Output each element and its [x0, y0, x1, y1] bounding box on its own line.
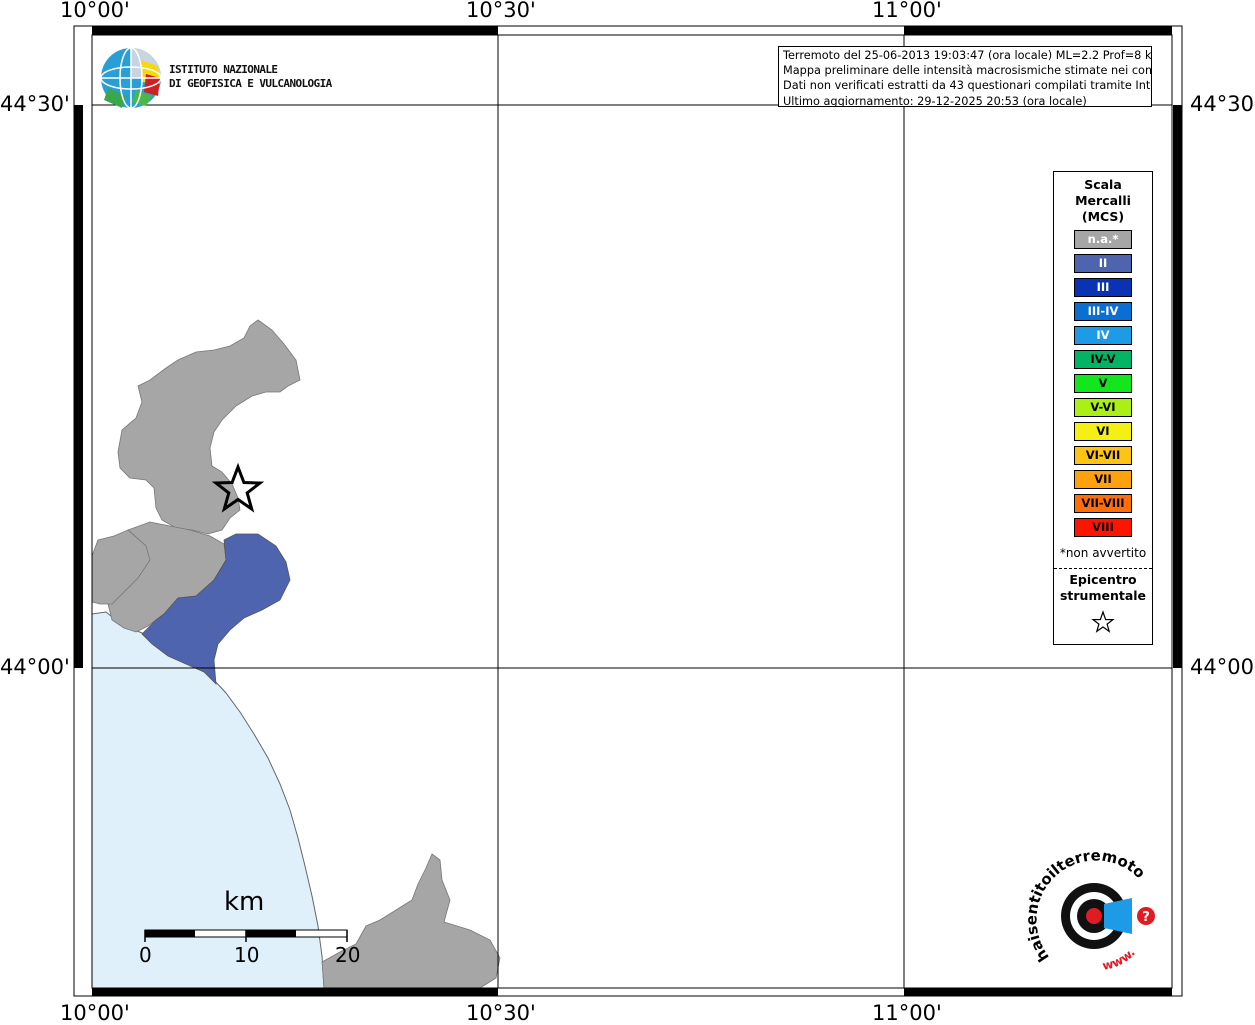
legend-star-icon — [1091, 610, 1115, 633]
epicenter-star-icon — [211, 462, 265, 513]
legend-item: VI — [1074, 422, 1132, 441]
top-label-10-30: 10°30' — [466, 0, 536, 22]
legend-item: IV-V — [1074, 350, 1132, 369]
legend-item: VI-VII — [1074, 446, 1132, 465]
municipality-south — [321, 853, 501, 989]
legend-item: n.a.* — [1074, 230, 1132, 249]
bottom-label-11-00: 11°00' — [872, 1001, 942, 1025]
legend-epicenter-line2: strumentale — [1059, 588, 1147, 603]
legend-item: VII-VIII — [1074, 494, 1132, 513]
earthquake-info-box: Terremoto del 25-06-2013 19:03:47 (ora l… — [778, 46, 1152, 107]
legend-item: IV — [1074, 326, 1132, 345]
ingv-logo-text: ISTITUTO NAZIONALE DI GEOFISICA E VULCAN… — [169, 63, 332, 91]
scale-unit: km — [224, 887, 265, 917]
ingv-logo-line1: ISTITUTO NAZIONALE — [169, 63, 278, 76]
municipality-north — [117, 319, 301, 535]
legend-item: VIII — [1074, 518, 1132, 537]
scale-tick-10: 10 — [234, 943, 260, 967]
legend-title-line2: Mercalli — [1075, 193, 1131, 208]
left-label-44-30: 44°30' — [0, 92, 70, 116]
info-line-map-desc: Mappa preliminare delle intensità macros… — [783, 64, 1152, 78]
info-line-event: Terremoto del 25-06-2013 19:03:47 (ora l… — [783, 49, 1152, 62]
legend-divider — [1054, 568, 1152, 569]
mcs-legend: Scala Mercalli (MCS) n.a.* II III III-IV IV I… — [1053, 171, 1153, 645]
scale-tick-0: 0 — [139, 943, 152, 967]
legend-item: V — [1074, 374, 1132, 393]
svg-text:?: ? — [1142, 910, 1150, 925]
top-label-11-00: 11°00' — [872, 0, 942, 22]
legend-epicenter-label: Epicentro strumentale — [1054, 572, 1152, 604]
right-label-44-00: 44°00' — [1190, 655, 1255, 679]
legend-item: III-IV — [1074, 302, 1132, 321]
legend-item: V-VI — [1074, 398, 1132, 417]
scale-bar — [144, 929, 348, 942]
ingv-logo-icon — [100, 47, 162, 109]
bottom-label-10-30: 10°30' — [466, 1001, 536, 1025]
legend-title: Scala Mercalli (MCS) — [1054, 177, 1152, 225]
top-label-10-00: 10°00' — [60, 0, 130, 22]
svg-text:www.: www. — [1101, 945, 1138, 973]
right-label-44-30: 44°30' — [1190, 92, 1255, 116]
scale-tick-20: 20 — [335, 943, 361, 967]
legend-title-line3: (MCS) — [1081, 209, 1125, 224]
left-label-44-00: 44°00' — [0, 655, 70, 679]
bottom-label-10-00: 10°00' — [60, 1001, 130, 1025]
municipality-intensity-ii — [141, 533, 291, 686]
legend-title-line1: Scala — [1084, 177, 1122, 192]
ingv-logo-line2: DI GEOFISICA E VULCANOLOGIA — [169, 77, 332, 90]
legend-note: *non avvertito — [1059, 546, 1147, 560]
info-line-last-update: Ultimo aggiornamento: 29-12-2025 20:53 (… — [783, 94, 1087, 107]
legend-item: II — [1074, 254, 1132, 273]
legend-item: VII — [1074, 470, 1132, 489]
legend-epicenter-line1: Epicentro — [1069, 572, 1137, 587]
info-line-data-source: Dati non verificati estratti da 43 quest… — [783, 79, 1152, 93]
legend-item: III — [1074, 278, 1132, 297]
